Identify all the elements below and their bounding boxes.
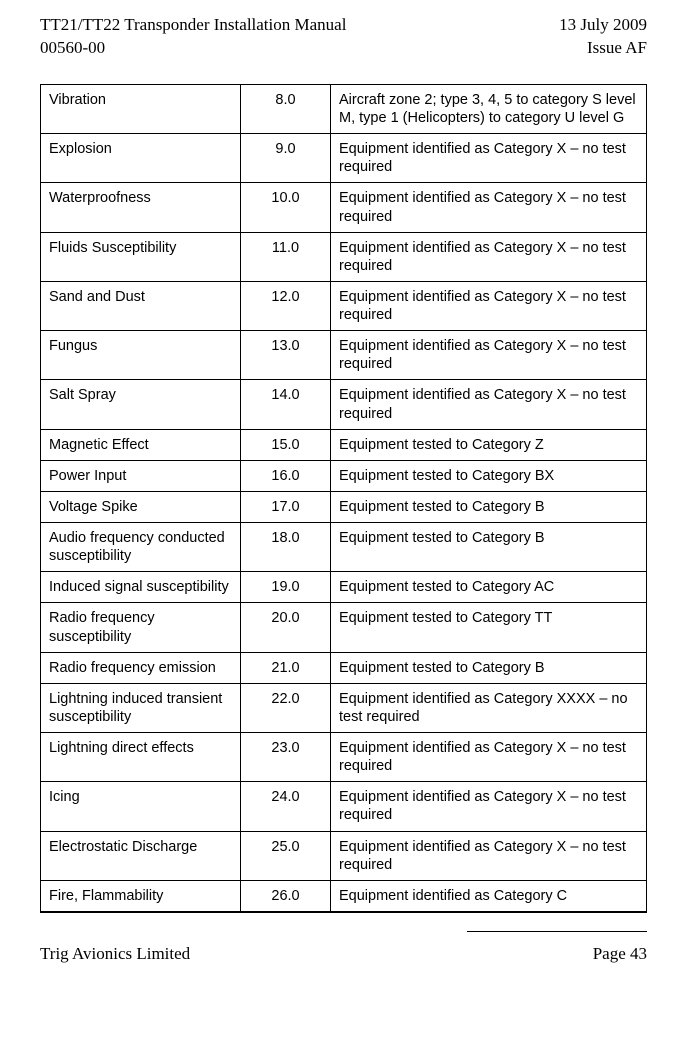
table-row: Vibration8.0Aircraft zone 2; type 3, 4, … <box>41 84 647 133</box>
condition-cell: Waterproofness <box>41 183 241 232</box>
description-cell: Equipment identified as Category X – no … <box>331 831 647 880</box>
table-row: Magnetic Effect15.0Equipment tested to C… <box>41 429 647 460</box>
description-cell: Equipment identified as Category X – no … <box>331 134 647 183</box>
table-row: Power Input16.0Equipment tested to Categ… <box>41 460 647 491</box>
table-row: Sand and Dust12.0Equipment identified as… <box>41 281 647 330</box>
page-footer: Trig Avionics Limited Page 43 <box>40 944 647 964</box>
table-row: Electrostatic Discharge25.0Equipment ide… <box>41 831 647 880</box>
table-row: Fungus13.0Equipment identified as Catego… <box>41 331 647 380</box>
description-cell: Equipment tested to Category B <box>331 652 647 683</box>
condition-cell: Fungus <box>41 331 241 380</box>
section-cell: 23.0 <box>241 733 331 782</box>
conditions-table: Vibration8.0Aircraft zone 2; type 3, 4, … <box>40 84 647 913</box>
page-header: TT21/TT22 Transponder Installation Manua… <box>40 14 647 60</box>
condition-cell: Voltage Spike <box>41 491 241 522</box>
page-number: Page 43 <box>593 944 647 964</box>
table-row: Audio frequency conducted susceptibility… <box>41 523 647 572</box>
section-cell: 19.0 <box>241 572 331 603</box>
section-cell: 8.0 <box>241 84 331 133</box>
section-cell: 24.0 <box>241 782 331 831</box>
condition-cell: Magnetic Effect <box>41 429 241 460</box>
table-row: Waterproofness10.0Equipment identified a… <box>41 183 647 232</box>
section-cell: 18.0 <box>241 523 331 572</box>
table-row: Voltage Spike17.0Equipment tested to Cat… <box>41 491 647 522</box>
condition-cell: Radio frequency susceptibility <box>41 603 241 652</box>
condition-cell: Lightning induced transient susceptibili… <box>41 683 241 732</box>
section-cell: 11.0 <box>241 232 331 281</box>
section-cell: 20.0 <box>241 603 331 652</box>
section-cell: 22.0 <box>241 683 331 732</box>
section-cell: 16.0 <box>241 460 331 491</box>
description-cell: Equipment identified as Category X – no … <box>331 733 647 782</box>
table-row: Fire, Flammability26.0Equipment identifi… <box>41 880 647 912</box>
table-row: Icing24.0Equipment identified as Categor… <box>41 782 647 831</box>
doc-number: 00560-00 <box>40 37 346 60</box>
description-cell: Equipment identified as Category X – no … <box>331 782 647 831</box>
table-row: Induced signal susceptibility19.0Equipme… <box>41 572 647 603</box>
section-cell: 17.0 <box>241 491 331 522</box>
description-cell: Equipment tested to Category B <box>331 491 647 522</box>
doc-issue: Issue AF <box>559 37 647 60</box>
section-cell: 9.0 <box>241 134 331 183</box>
table-row: Fluids Susceptibility11.0Equipment ident… <box>41 232 647 281</box>
description-cell: Equipment identified as Category XXXX – … <box>331 683 647 732</box>
condition-cell: Sand and Dust <box>41 281 241 330</box>
condition-cell: Salt Spray <box>41 380 241 429</box>
section-cell: 10.0 <box>241 183 331 232</box>
section-cell: 21.0 <box>241 652 331 683</box>
condition-cell: Fire, Flammability <box>41 880 241 912</box>
section-cell: 14.0 <box>241 380 331 429</box>
condition-cell: Electrostatic Discharge <box>41 831 241 880</box>
condition-cell: Explosion <box>41 134 241 183</box>
company-name: Trig Avionics Limited <box>40 944 190 964</box>
description-cell: Equipment identified as Category C <box>331 880 647 912</box>
table-row: Explosion9.0Equipment identified as Cate… <box>41 134 647 183</box>
section-cell: 25.0 <box>241 831 331 880</box>
description-cell: Equipment tested to Category TT <box>331 603 647 652</box>
section-cell: 12.0 <box>241 281 331 330</box>
table-row: Lightning direct effects23.0Equipment id… <box>41 733 647 782</box>
description-cell: Equipment identified as Category X – no … <box>331 331 647 380</box>
condition-cell: Fluids Susceptibility <box>41 232 241 281</box>
description-cell: Equipment identified as Category X – no … <box>331 232 647 281</box>
table-row: Radio frequency emission21.0Equipment te… <box>41 652 647 683</box>
section-cell: 13.0 <box>241 331 331 380</box>
condition-cell: Vibration <box>41 84 241 133</box>
table-row: Radio frequency susceptibility20.0Equipm… <box>41 603 647 652</box>
footer-divider <box>467 931 647 932</box>
condition-cell: Audio frequency conducted susceptibility <box>41 523 241 572</box>
section-cell: 15.0 <box>241 429 331 460</box>
doc-date: 13 July 2009 <box>559 14 647 37</box>
condition-cell: Lightning direct effects <box>41 733 241 782</box>
description-cell: Equipment tested to Category Z <box>331 429 647 460</box>
description-cell: Equipment tested to Category B <box>331 523 647 572</box>
table-row: Salt Spray14.0Equipment identified as Ca… <box>41 380 647 429</box>
doc-title: TT21/TT22 Transponder Installation Manua… <box>40 14 346 37</box>
section-cell: 26.0 <box>241 880 331 912</box>
condition-cell: Icing <box>41 782 241 831</box>
description-cell: Equipment tested to Category AC <box>331 572 647 603</box>
description-cell: Aircraft zone 2; type 3, 4, 5 to categor… <box>331 84 647 133</box>
table-row: Lightning induced transient susceptibili… <box>41 683 647 732</box>
description-cell: Equipment tested to Category BX <box>331 460 647 491</box>
condition-cell: Induced signal susceptibility <box>41 572 241 603</box>
condition-cell: Power Input <box>41 460 241 491</box>
description-cell: Equipment identified as Category X – no … <box>331 380 647 429</box>
description-cell: Equipment identified as Category X – no … <box>331 183 647 232</box>
description-cell: Equipment identified as Category X – no … <box>331 281 647 330</box>
condition-cell: Radio frequency emission <box>41 652 241 683</box>
